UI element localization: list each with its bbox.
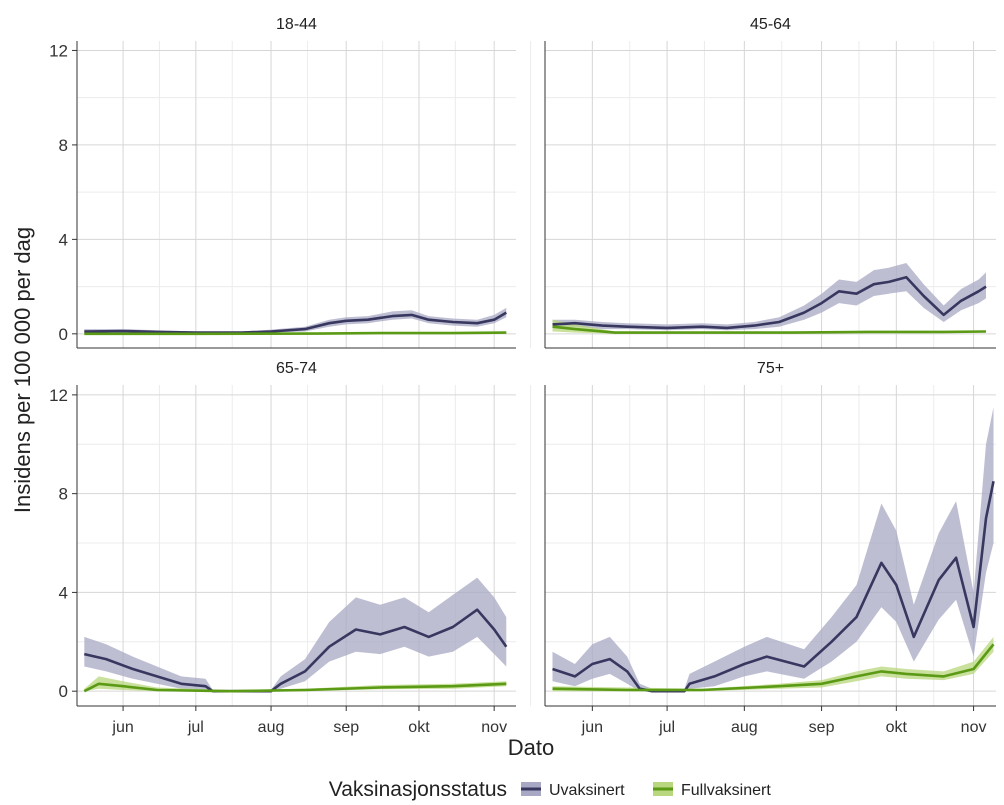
y-tick-label: 8 (59, 136, 68, 155)
x-tick-label: okt (886, 719, 908, 736)
legend-title: Vaksinasjonsstatus (329, 778, 507, 801)
x-axis-title: Dato (508, 735, 554, 760)
ci-band-uvaksinert (552, 263, 986, 331)
legend-label-uvaksinert: Uvaksinert (549, 782, 625, 799)
series-line-fullvaksinert (552, 643, 995, 692)
facet-panel-18-44: 18-44 0 4 8 12 (49, 16, 532, 349)
legend-item-uvaksinert: Uvaksinert (521, 782, 625, 799)
x-tick-label: aug (258, 719, 285, 736)
y-axis-title: Insidens per 100 000 per dag (10, 227, 35, 513)
y-tick-label: 12 (49, 41, 68, 60)
facet-title: 45-64 (750, 16, 791, 33)
facet-panel-45-64: 45-64 (544, 16, 996, 349)
facet-title: 75+ (757, 360, 784, 377)
facet-title: 18-44 (276, 16, 317, 33)
series-line-fullvaksinert (552, 325, 987, 334)
y-tick-label: 0 (59, 682, 68, 701)
series-line-uvaksinert (84, 311, 507, 334)
ci-band-uvaksinert (84, 577, 507, 692)
series-line-uvaksinert (84, 608, 508, 693)
y-tick-label: 4 (59, 583, 68, 602)
panel-background (77, 385, 516, 706)
x-tick-label: jun (581, 719, 603, 736)
legend-label-fullvaksinert: Fullvaksinert (681, 782, 771, 799)
y-tick-label: 12 (49, 386, 68, 405)
series-line-uvaksinert (552, 481, 995, 693)
x-tick-label: sep (809, 719, 835, 736)
x-tick-label: sep (333, 719, 359, 736)
series-line-fullvaksinert (83, 682, 507, 693)
y-tick-label: 8 (59, 485, 68, 504)
x-tick-label: okt (408, 719, 430, 736)
facet-panel-65-74: 65-74 0 4 8 12 jun jul aug sep okt nov (49, 360, 532, 736)
y-tick-label: 4 (59, 230, 68, 249)
facet-panel-75+: 75+ jun jul aug sep okt nov (544, 360, 996, 736)
x-tick-label: jun (111, 719, 133, 736)
x-tick-label: jul (187, 719, 204, 736)
panel-background (77, 41, 516, 348)
x-tick-label: jul (658, 719, 675, 736)
series-line-uvaksinert (552, 275, 987, 330)
legend: Vaksinasjonsstatus Uvaksinert Fullvaksin… (329, 778, 772, 801)
x-tick-label: nov (481, 719, 507, 736)
x-tick-label: nov (961, 719, 987, 736)
facet-title: 65-74 (276, 360, 317, 377)
legend-item-fullvaksinert: Fullvaksinert (653, 782, 771, 799)
x-tick-label: aug (731, 719, 758, 736)
y-tick-label: 0 (59, 325, 68, 344)
chart-panels: 18-44 0 4 8 12 45-64 65-74 0 4 8 12 jun jul aug sep okt… (49, 16, 996, 736)
series-line-fullvaksinert (84, 331, 507, 336)
